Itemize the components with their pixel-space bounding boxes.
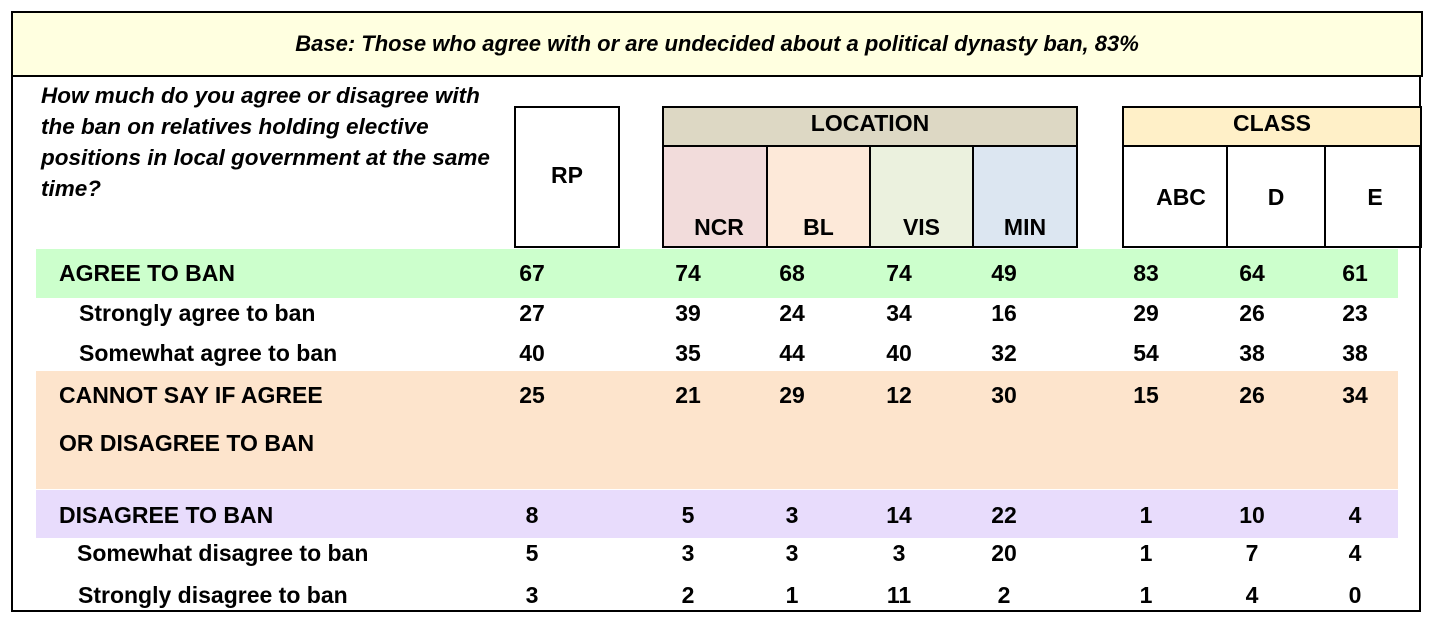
cell-abc-row7: 1 bbox=[1139, 582, 1153, 608]
cell-bl-row5: 3 bbox=[785, 502, 799, 528]
cannot-say-band bbox=[36, 371, 1398, 489]
row-label-strongly-disagree: Strongly disagree to ban bbox=[78, 582, 348, 608]
cell-rp-row1: 67 bbox=[519, 260, 545, 286]
cell-rp-row3: 40 bbox=[519, 340, 545, 366]
row-label-somewhat-disagree: Somewhat disagree to ban bbox=[77, 540, 369, 566]
cell-min-row1: 49 bbox=[991, 260, 1017, 286]
cell-e-row3: 38 bbox=[1342, 340, 1368, 366]
row-label-cannot-say-line2: OR DISAGREE TO BAN bbox=[59, 430, 315, 456]
agree-band bbox=[36, 249, 1398, 298]
cell-e-row4: 34 bbox=[1342, 382, 1368, 408]
cell-e-row6: 4 bbox=[1348, 540, 1362, 566]
cell-d-row6: 7 bbox=[1245, 540, 1259, 566]
header-class: CLASS bbox=[1233, 110, 1311, 136]
cell-d-row3: 38 bbox=[1239, 340, 1265, 366]
cell-abc-row5: 1 bbox=[1139, 502, 1153, 528]
base-note-text: Base: Those who agree with or are undeci… bbox=[295, 31, 1139, 56]
cell-abc-row4: 15 bbox=[1133, 382, 1159, 408]
cell-ncr-row2: 39 bbox=[675, 300, 701, 326]
cell-e-row5: 4 bbox=[1348, 502, 1362, 528]
header-vis-box bbox=[869, 145, 974, 248]
cell-ncr-row3: 35 bbox=[675, 340, 701, 366]
cell-d-row2: 26 bbox=[1239, 300, 1265, 326]
cell-vis-row5: 14 bbox=[886, 502, 912, 528]
cell-rp-row2: 27 bbox=[519, 300, 545, 326]
cell-rp-row5: 8 bbox=[525, 502, 539, 528]
cell-d-row4: 26 bbox=[1239, 382, 1265, 408]
header-class-box bbox=[1122, 106, 1422, 147]
base-note: Base: Those who agree with or are undeci… bbox=[11, 11, 1423, 77]
header-ncr: NCR bbox=[694, 214, 744, 240]
cell-d-row7: 4 bbox=[1245, 582, 1259, 608]
cell-bl-row4: 29 bbox=[779, 382, 805, 408]
cell-min-row6: 20 bbox=[991, 540, 1017, 566]
cell-ncr-row7: 2 bbox=[681, 582, 695, 608]
cell-bl-row6: 3 bbox=[785, 540, 799, 566]
cell-vis-row7: 11 bbox=[886, 582, 912, 608]
cell-min-row2: 16 bbox=[991, 300, 1017, 326]
header-min-box bbox=[972, 145, 1078, 248]
row-label-somewhat-agree: Somewhat agree to ban bbox=[79, 340, 338, 366]
cell-e-row7: 0 bbox=[1348, 582, 1362, 608]
cell-rp-row4: 25 bbox=[519, 382, 545, 408]
header-ncr-box bbox=[662, 145, 768, 248]
header-bl-box bbox=[766, 145, 871, 248]
header-min: MIN bbox=[1003, 214, 1047, 240]
cell-abc-row1: 83 bbox=[1133, 260, 1159, 286]
cell-ncr-row5: 5 bbox=[681, 502, 695, 528]
cell-vis-row3: 40 bbox=[886, 340, 912, 366]
cell-bl-row1: 68 bbox=[779, 260, 805, 286]
cell-min-row3: 32 bbox=[991, 340, 1017, 366]
cell-abc-row6: 1 bbox=[1139, 540, 1153, 566]
header-rp: RP bbox=[551, 162, 583, 188]
cell-min-row5: 22 bbox=[991, 502, 1017, 528]
cell-min-row7: 2 bbox=[997, 582, 1011, 608]
row-label-disagree: DISAGREE TO BAN bbox=[59, 502, 274, 528]
cell-d-row5: 10 bbox=[1239, 502, 1265, 528]
cell-ncr-row4: 21 bbox=[675, 382, 701, 408]
header-vis: VIS bbox=[902, 214, 941, 240]
header-rp-box bbox=[514, 106, 620, 248]
header-bl: BL bbox=[803, 214, 834, 240]
row-label-agree: AGREE TO BAN bbox=[59, 260, 235, 286]
cell-ncr-row6: 3 bbox=[681, 540, 695, 566]
cell-vis-row6: 3 bbox=[892, 540, 906, 566]
cell-abc-row2: 29 bbox=[1133, 300, 1159, 326]
cell-bl-row2: 24 bbox=[779, 300, 805, 326]
cell-ncr-row1: 74 bbox=[675, 260, 701, 286]
cell-rp-row6: 5 bbox=[525, 540, 539, 566]
header-e: E bbox=[1367, 184, 1383, 210]
row-label-cannot-say: CANNOT SAY IF AGREE bbox=[59, 382, 323, 408]
row-label-strongly-agree: Strongly agree to ban bbox=[79, 300, 316, 326]
header-d: D bbox=[1267, 184, 1285, 210]
cell-vis-row2: 34 bbox=[886, 300, 912, 326]
cell-d-row1: 64 bbox=[1239, 260, 1265, 286]
cell-min-row4: 30 bbox=[991, 382, 1017, 408]
question-text: How much do you agree or disagree with t… bbox=[41, 83, 490, 201]
header-e-box bbox=[1324, 145, 1422, 248]
cell-abc-row3: 54 bbox=[1133, 340, 1159, 366]
cell-bl-row7: 1 bbox=[785, 582, 799, 608]
disagree-band bbox=[36, 490, 1398, 538]
cell-bl-row3: 44 bbox=[779, 340, 805, 366]
cell-vis-row4: 12 bbox=[886, 382, 912, 408]
cell-vis-row1: 74 bbox=[886, 260, 912, 286]
cell-e-row1: 61 bbox=[1342, 260, 1368, 286]
cell-rp-row7: 3 bbox=[525, 582, 539, 608]
header-location: LOCATION bbox=[810, 110, 930, 136]
cell-e-row2: 23 bbox=[1342, 300, 1368, 326]
header-abc: ABC bbox=[1156, 184, 1206, 210]
